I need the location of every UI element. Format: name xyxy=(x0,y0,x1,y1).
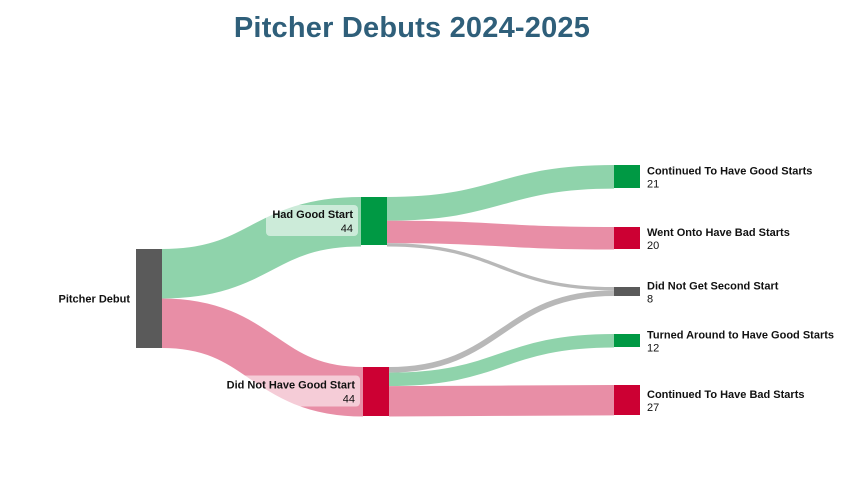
node-label-bad: Did Not Have Good Start xyxy=(227,380,356,392)
node-good xyxy=(361,197,387,245)
link-bad-to-turned xyxy=(388,334,615,387)
node-label-bg-bad xyxy=(222,375,360,407)
node-value-bad: 44 xyxy=(343,394,355,406)
node-bad xyxy=(363,367,389,416)
node-value-cont_bad: 27 xyxy=(647,402,659,414)
link-good-to-went_bad xyxy=(386,220,615,250)
node-value-turned: 12 xyxy=(647,343,659,355)
node-label-cont_bad: Continued To Have Bad Starts xyxy=(647,389,804,401)
node-value-went_bad: 20 xyxy=(647,240,659,252)
node-debut xyxy=(136,249,162,348)
link-bad-to-no_second xyxy=(388,290,615,373)
chart-title: Pitcher Debuts 2024-2025 xyxy=(233,12,591,44)
node-label-good: Had Good Start xyxy=(272,209,353,221)
link-good-to-no_second xyxy=(386,243,615,291)
node-value-good: 44 xyxy=(341,223,353,235)
node-label-no_second: Did Not Get Second Start xyxy=(647,281,779,293)
node-went_bad xyxy=(614,227,640,249)
node-turned xyxy=(614,334,640,347)
node-label-turned: Turned Around to Have Good Starts xyxy=(647,330,834,342)
node-label-bg-good xyxy=(266,205,358,236)
node-cont_bad xyxy=(614,385,640,415)
nodes-layer xyxy=(136,165,640,416)
node-no_second xyxy=(614,287,640,296)
link-bad-to-cont_bad xyxy=(388,385,615,417)
node-value-cont_good: 21 xyxy=(647,179,659,191)
node-cont_good xyxy=(614,165,640,188)
node-value-no_second: 8 xyxy=(647,294,653,306)
node-label-cont_good: Continued To Have Good Starts xyxy=(647,166,812,178)
labels-layer: Pitcher Debut Had Good Start 44 Did Not Hav… xyxy=(58,166,834,415)
link-good-to-cont_good xyxy=(386,165,615,221)
node-label-went_bad: Went Onto Have Bad Starts xyxy=(647,227,790,239)
node-label-debut: Pitcher Debut xyxy=(58,294,130,306)
